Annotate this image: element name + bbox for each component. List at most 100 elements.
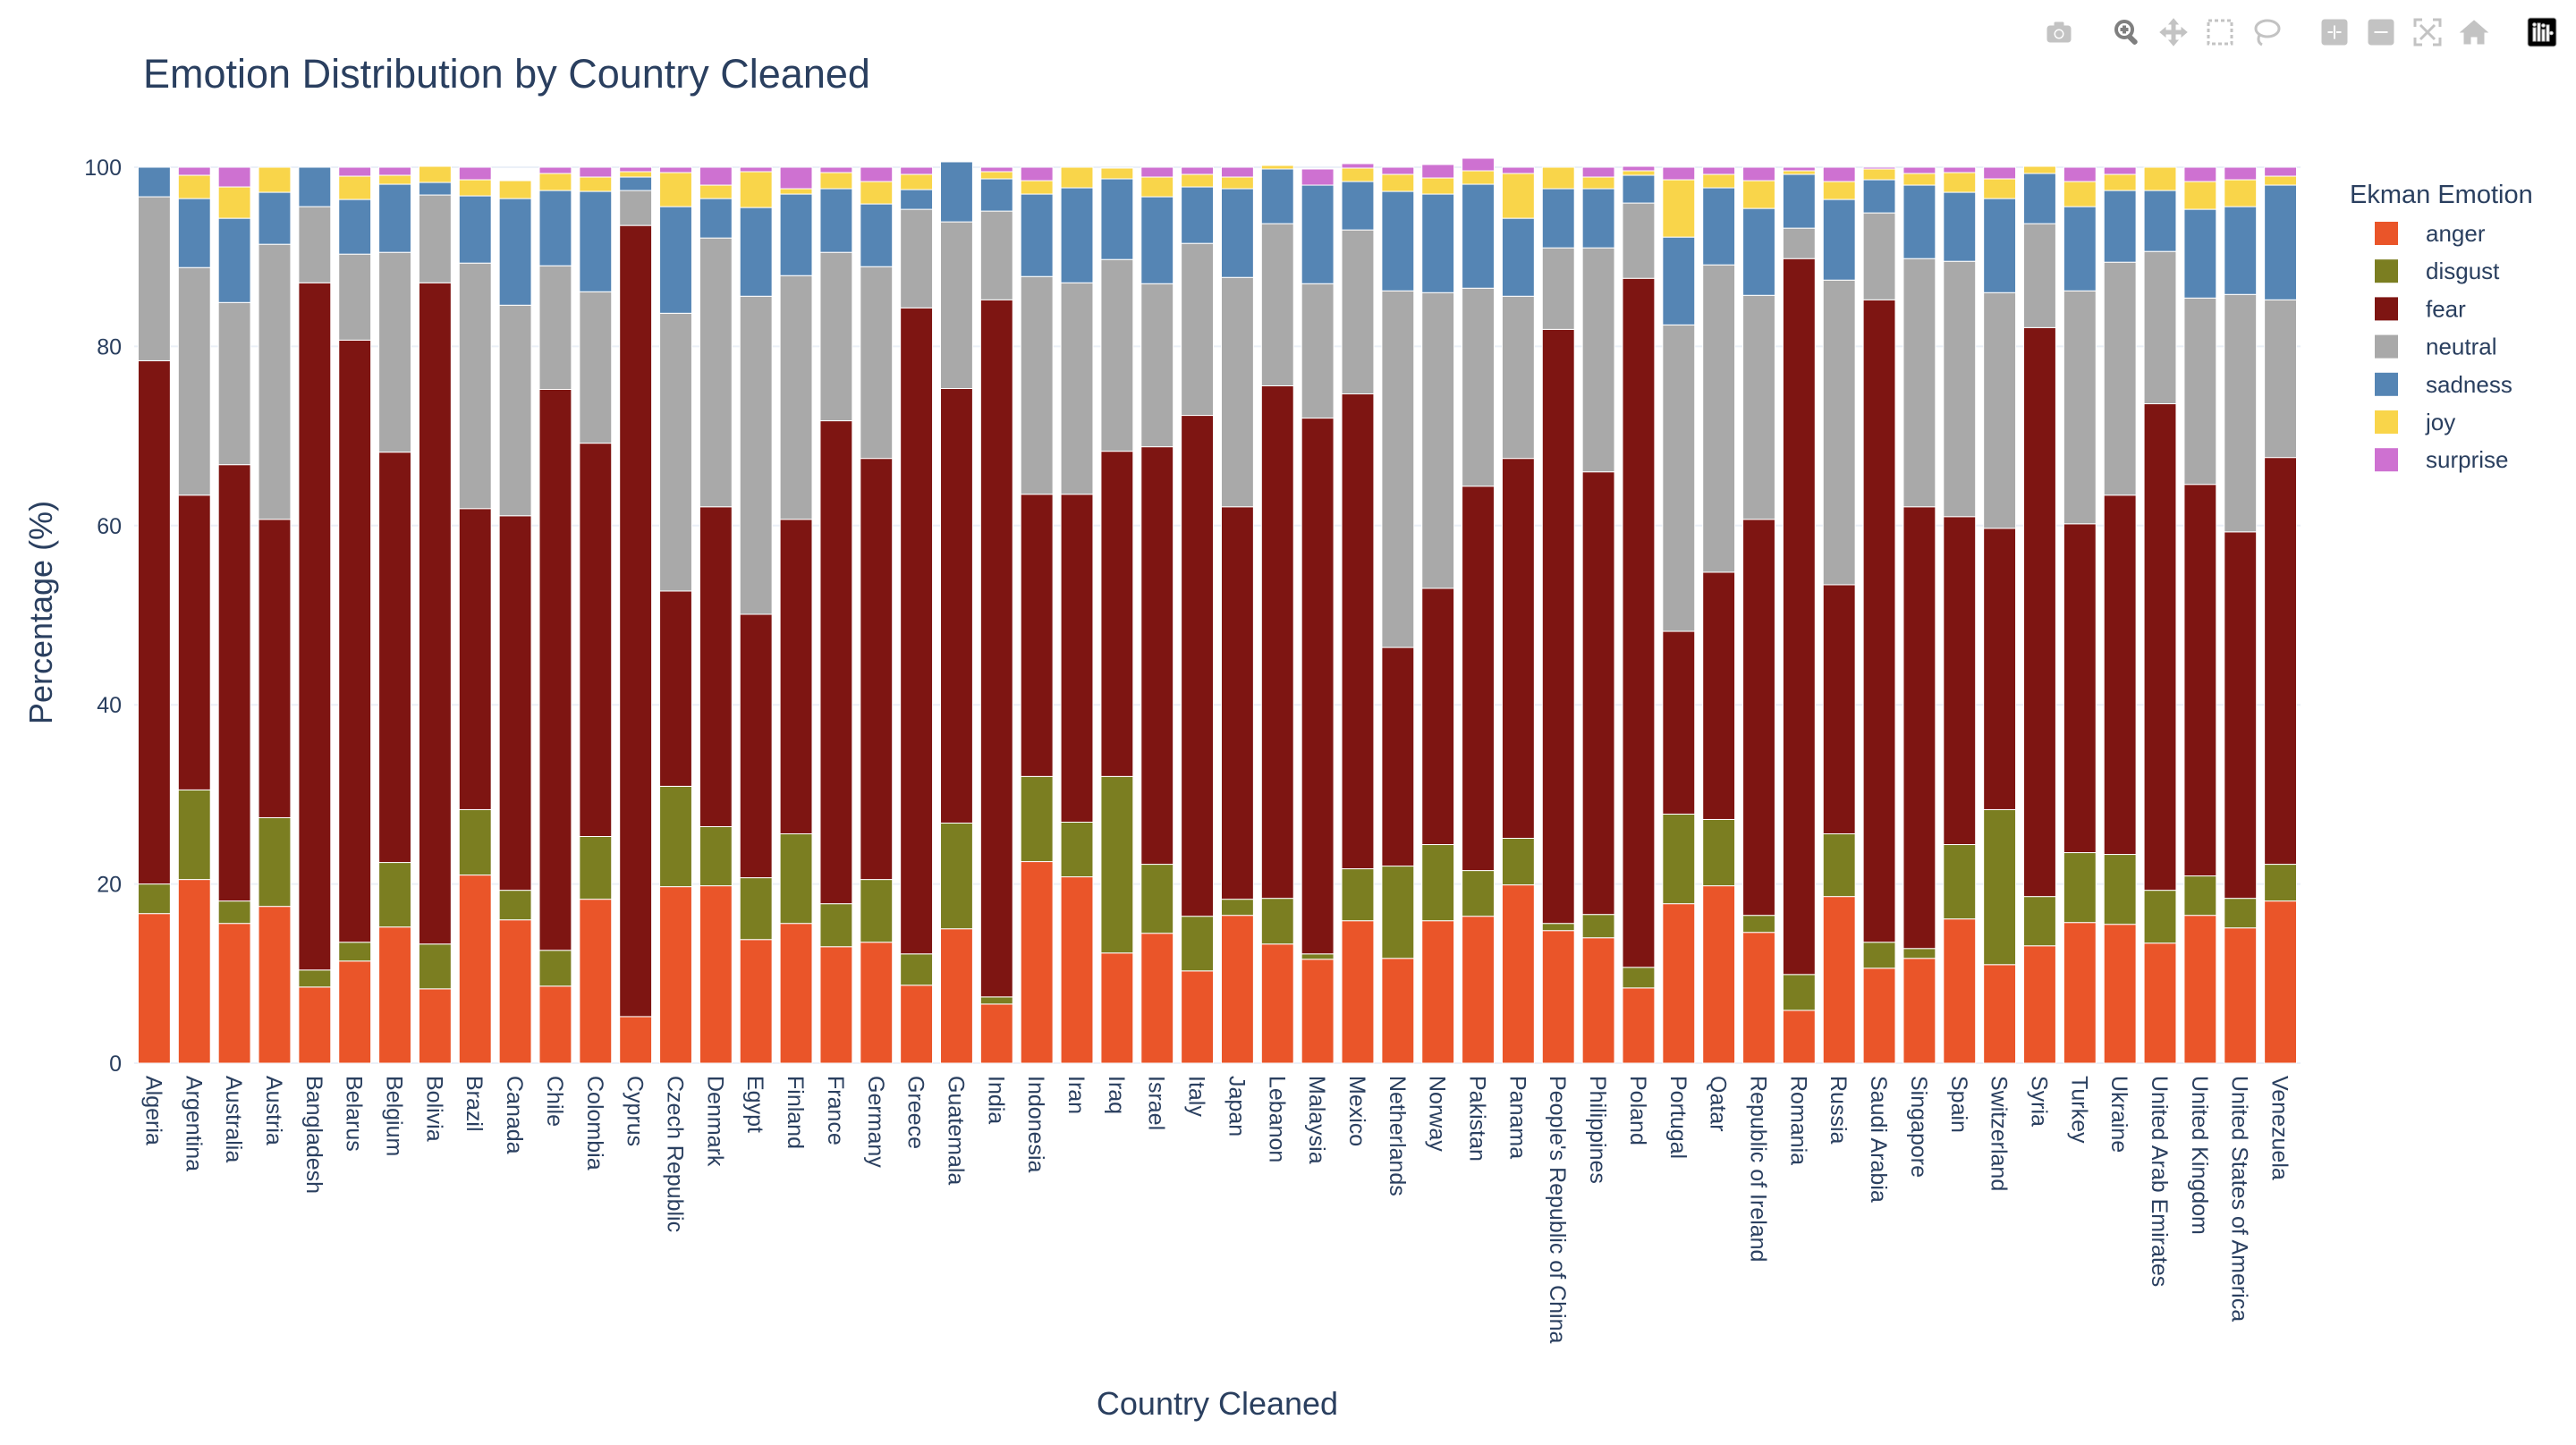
bar-anger[interactable] bbox=[1421, 920, 1455, 1064]
bar-neutral[interactable] bbox=[418, 194, 452, 283]
bar-sadness[interactable] bbox=[177, 198, 211, 268]
bar-disgust[interactable] bbox=[378, 862, 411, 928]
bar-fear[interactable] bbox=[1622, 277, 1656, 968]
bar-joy[interactable] bbox=[538, 173, 572, 191]
bar-disgust[interactable] bbox=[1501, 837, 1535, 886]
bar-disgust[interactable] bbox=[1822, 832, 1856, 898]
bar-surprise[interactable] bbox=[338, 166, 372, 177]
legend-item-joy[interactable]: joy bbox=[2375, 409, 2455, 435]
bar-fear[interactable] bbox=[860, 458, 894, 881]
bar-sadness[interactable] bbox=[1782, 173, 1816, 229]
bar-joy[interactable] bbox=[779, 188, 813, 195]
bar-disgust[interactable] bbox=[217, 900, 251, 925]
bar-fear[interactable] bbox=[1140, 446, 1174, 866]
bar-neutral[interactable] bbox=[619, 190, 653, 226]
bar-sadness[interactable] bbox=[1902, 184, 1936, 259]
bar-disgust[interactable] bbox=[1902, 948, 1936, 959]
bar-anger[interactable] bbox=[1862, 968, 1896, 1064]
bar-disgust[interactable] bbox=[1181, 916, 1215, 972]
bar-anger[interactable] bbox=[1782, 1010, 1816, 1064]
bar-sadness[interactable] bbox=[378, 183, 411, 253]
zoom-out-icon[interactable] bbox=[2361, 13, 2401, 52]
bar-sadness[interactable] bbox=[2224, 206, 2258, 295]
bar-disgust[interactable] bbox=[1301, 953, 1335, 960]
bar-sadness[interactable] bbox=[1662, 236, 1696, 325]
bar-disgust[interactable] bbox=[860, 879, 894, 943]
bar-neutral[interactable] bbox=[1260, 223, 1294, 386]
bar-neutral[interactable] bbox=[498, 304, 532, 517]
bar-anger[interactable] bbox=[498, 919, 532, 1064]
bar-disgust[interactable] bbox=[979, 996, 1013, 1005]
bar-sadness[interactable] bbox=[619, 176, 653, 191]
legend[interactable]: Ekman Emotion anger disgust fear neutral sad… bbox=[2350, 181, 2533, 473]
bar-anger[interactable] bbox=[2023, 945, 2056, 1064]
bar-surprise[interactable] bbox=[579, 166, 613, 178]
bar-neutral[interactable] bbox=[1140, 283, 1174, 448]
bar-neutral[interactable] bbox=[458, 262, 492, 510]
bar-disgust[interactable] bbox=[699, 825, 733, 887]
bar-neutral[interactable] bbox=[378, 251, 411, 453]
bar-joy[interactable] bbox=[979, 171, 1013, 180]
bar-surprise[interactable] bbox=[378, 166, 411, 176]
bar-neutral[interactable] bbox=[1301, 283, 1335, 419]
bar-surprise[interactable] bbox=[739, 166, 773, 173]
bar-neutral[interactable] bbox=[1462, 287, 1495, 487]
bar-joy[interactable] bbox=[1742, 180, 1775, 209]
bar-sadness[interactable] bbox=[137, 166, 171, 198]
bar-neutral[interactable] bbox=[979, 210, 1013, 300]
bar-surprise[interactable] bbox=[1501, 166, 1535, 174]
bar-joy[interactable] bbox=[900, 173, 934, 190]
bar-sadness[interactable] bbox=[258, 191, 292, 245]
bar-disgust[interactable] bbox=[940, 822, 973, 930]
bar-neutral[interactable] bbox=[2264, 299, 2298, 459]
bar-joy[interactable] bbox=[1782, 170, 1816, 175]
bar-neutral[interactable] bbox=[659, 312, 692, 592]
bar-disgust[interactable] bbox=[137, 883, 171, 915]
bar-anger[interactable] bbox=[579, 899, 613, 1064]
bar-fear[interactable] bbox=[940, 387, 973, 824]
bar-disgust[interactable] bbox=[1220, 899, 1254, 917]
bar-sadness[interactable] bbox=[2103, 190, 2137, 263]
bar-fear[interactable] bbox=[177, 494, 211, 790]
bar-disgust[interactable] bbox=[2103, 854, 2137, 925]
bar-sadness[interactable] bbox=[900, 189, 934, 210]
bar-surprise[interactable] bbox=[900, 166, 934, 175]
bar-anger[interactable] bbox=[538, 985, 572, 1064]
legend-item-anger[interactable]: anger bbox=[2375, 220, 2486, 247]
bar-anger[interactable] bbox=[1301, 959, 1335, 1064]
bar-anger[interactable] bbox=[699, 885, 733, 1064]
bar-disgust[interactable] bbox=[739, 877, 773, 941]
bar-joy[interactable] bbox=[2264, 175, 2298, 186]
bar-fear[interactable] bbox=[1020, 494, 1054, 777]
bar-sadness[interactable] bbox=[538, 190, 572, 266]
bar-sadness[interactable] bbox=[1943, 191, 1977, 262]
bar-fear[interactable] bbox=[979, 299, 1013, 998]
bar-fear[interactable] bbox=[1742, 519, 1775, 917]
bar-anger[interactable] bbox=[900, 984, 934, 1064]
bar-neutral[interactable] bbox=[1702, 264, 1736, 573]
bar-surprise[interactable] bbox=[1662, 166, 1696, 181]
bar-sadness[interactable] bbox=[1060, 187, 1094, 283]
bar-neutral[interactable] bbox=[1782, 227, 1816, 259]
legend-item-disgust[interactable]: disgust bbox=[2375, 258, 2500, 284]
bar-anger[interactable] bbox=[378, 926, 411, 1064]
bar-anger[interactable] bbox=[1902, 958, 1936, 1064]
bar-fear[interactable] bbox=[1541, 328, 1575, 925]
bar-anger[interactable] bbox=[1541, 930, 1575, 1064]
bar-neutral[interactable] bbox=[1622, 202, 1656, 279]
bar-anger[interactable] bbox=[177, 879, 211, 1064]
bar-fear[interactable] bbox=[739, 613, 773, 879]
bar-anger[interactable] bbox=[1462, 916, 1495, 1064]
bar-anger[interactable] bbox=[338, 960, 372, 1064]
bar-sadness[interactable] bbox=[1501, 217, 1535, 297]
bar-disgust[interactable] bbox=[1060, 821, 1094, 878]
pan-icon[interactable] bbox=[2154, 13, 2193, 52]
bar-joy[interactable] bbox=[1181, 173, 1215, 188]
bar-sadness[interactable] bbox=[2183, 208, 2217, 299]
bar-anger[interactable] bbox=[1220, 915, 1254, 1064]
bar-joy[interactable] bbox=[1822, 181, 1856, 200]
bar-disgust[interactable] bbox=[659, 785, 692, 888]
bar-anger[interactable] bbox=[1622, 987, 1656, 1064]
bar-surprise[interactable] bbox=[1782, 166, 1816, 172]
bar-anger[interactable] bbox=[137, 913, 171, 1064]
